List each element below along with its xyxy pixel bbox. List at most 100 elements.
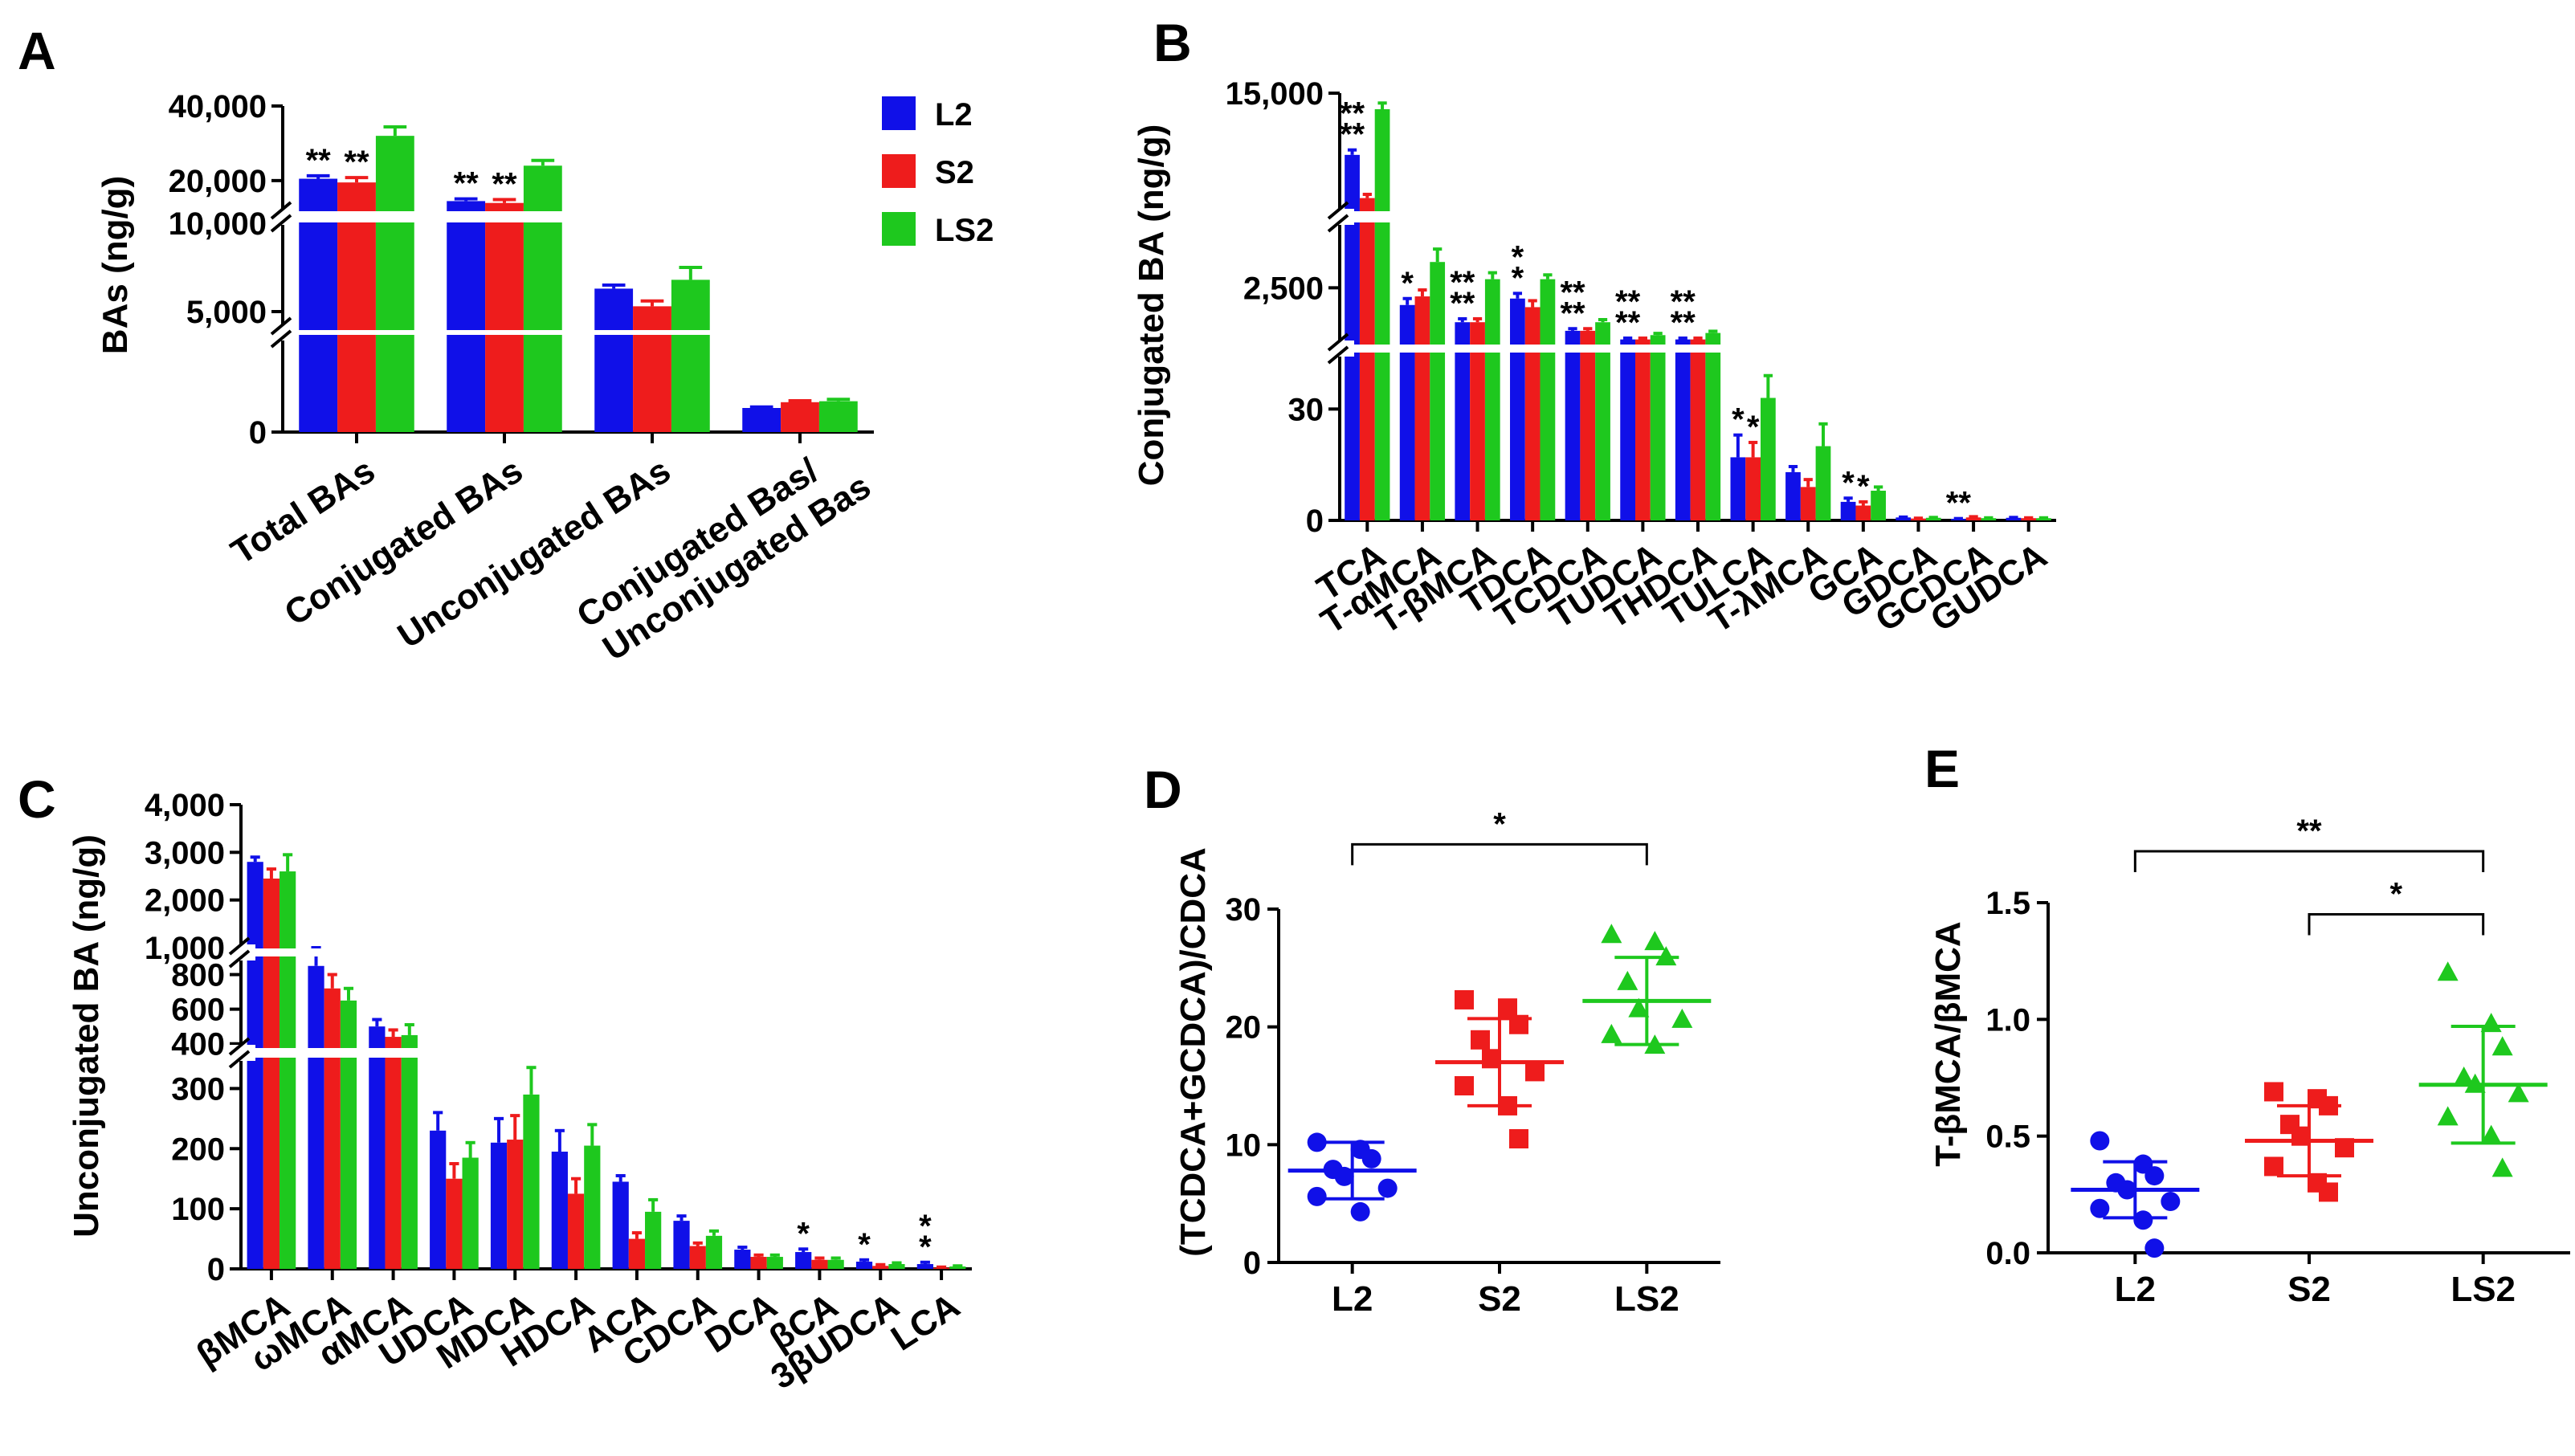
- bar-c-mca-ls2: [340, 1000, 357, 1269]
- y-tick-label-c: 1,000: [145, 931, 225, 966]
- bar-b-thdca-l2: [1675, 339, 1691, 520]
- significance-bracket-d: [1351, 842, 1648, 866]
- data-point-d-l2: [1361, 1148, 1381, 1168]
- y-tick-label-e: 0.5: [1985, 1120, 2030, 1155]
- axis-break-gap-c: [243, 1048, 974, 1058]
- bar-b-tulca-ls2: [1760, 398, 1776, 520]
- y-tick-label-c: 400: [171, 1027, 225, 1062]
- significance-star-b: **: [1450, 286, 1475, 321]
- axis-break-a-gap: [268, 324, 297, 341]
- bar-c-lca-ls2: [949, 1266, 966, 1269]
- bar-a-conjugated-bas-unconjugated-bas-s2: [781, 402, 819, 432]
- y-tick-label-b: 0: [1306, 504, 1324, 539]
- bar-b-gca-s2: [1855, 505, 1871, 520]
- legend-swatch-l2: [882, 96, 916, 130]
- data-point-d-s2: [1455, 989, 1474, 1009]
- bar-c-dca-s2: [750, 1257, 767, 1269]
- bar-c-hdca-l2: [551, 1152, 568, 1269]
- y-tick-label-d: 0: [1243, 1246, 1261, 1281]
- significance-star-e: **: [2296, 814, 2322, 849]
- y-tick-label-a: 10,000: [169, 206, 267, 242]
- bar-c-aca-l2: [612, 1181, 629, 1269]
- bar-b-t-mca-ls2: [1484, 279, 1500, 520]
- bar-a-conjugated-bas-ls2: [523, 165, 562, 433]
- axis-break-c-gap: [226, 1045, 255, 1061]
- significance-star-b: **: [1340, 117, 1365, 153]
- data-point-e-l2: [2144, 1166, 2165, 1186]
- axis-break-a-gap: [268, 209, 297, 225]
- bar-c-mca-l2: [247, 862, 263, 1269]
- axis-break-b-gap: [1325, 341, 1354, 357]
- axis-break-gap-a: [285, 211, 876, 222]
- significance-star-b: *: [1512, 239, 1524, 275]
- legend-label-ls2: LS2: [935, 213, 994, 248]
- data-point-d-l2: [1377, 1178, 1398, 1198]
- bar-b-tudca-s2: [1635, 339, 1651, 520]
- y-axis-title-d: (TCDCA+GCDCA)/CDCA: [1173, 847, 1213, 1257]
- axis-break-a-slash-bottom: [270, 329, 292, 349]
- bar-b-gca-ls2: [1871, 491, 1886, 520]
- bar-c-mca-s2: [324, 988, 341, 1269]
- y-tick-label-c: 3,000: [145, 835, 225, 871]
- bar-a-conjugated-bas-l2: [447, 201, 486, 432]
- bar-c-cdca-l2: [673, 1221, 690, 1269]
- y-tick-label-c: 2,000: [145, 883, 225, 919]
- significance-star-b: **: [1450, 265, 1475, 300]
- data-point-d-s2: [1455, 1076, 1474, 1095]
- bar-c-cdca-s2: [689, 1246, 706, 1269]
- bar-b-gudca-l2: [2006, 517, 2022, 520]
- significance-star-b: **: [1671, 305, 1696, 341]
- data-point-e-ls2: [2480, 1124, 2502, 1144]
- bar-b-tdca-ls2: [1540, 279, 1556, 520]
- significance-star-c: *: [919, 1209, 932, 1244]
- bar-c-mca-ls2: [280, 871, 296, 1269]
- significance-star-b: **: [1946, 486, 1972, 521]
- y-tick-label-e: 1.5: [1985, 886, 2030, 921]
- significance-star-c: *: [797, 1216, 810, 1251]
- data-point-d-s2: [1471, 1030, 1490, 1050]
- significance-star-b: *: [1401, 266, 1414, 301]
- bar-b-thdca-ls2: [1705, 332, 1721, 520]
- bar-b-tdca-s2: [1524, 307, 1541, 520]
- bar-c-mca-ls2: [401, 1034, 418, 1269]
- bar-b-t-mca-s2: [1800, 487, 1816, 520]
- significance-star-b: *: [1842, 465, 1855, 500]
- axis-break-c-slash-bottom: [228, 1050, 251, 1069]
- significance-bracket-e: [2133, 850, 2485, 873]
- bar-c-aca-ls2: [645, 1211, 662, 1269]
- significance-star-c: *: [919, 1230, 932, 1265]
- bar-c-mca-l2: [369, 1026, 386, 1269]
- y-axis-title-a: BAs (ng/g): [96, 176, 135, 354]
- y-tick-label-c: 4,000: [145, 788, 225, 823]
- bar-c-lca-l2: [916, 1264, 933, 1269]
- data-point-d-ls2: [1601, 924, 1622, 944]
- data-point-e-l2: [2144, 1238, 2165, 1258]
- y-tick-label-a: 5,000: [186, 295, 267, 330]
- y-tick-label-c: 200: [171, 1132, 225, 1167]
- data-point-d-s2: [1525, 1062, 1545, 1082]
- data-point-e-l2: [2090, 1131, 2110, 1151]
- bar-b-thdca-s2: [1690, 339, 1706, 520]
- axis-break-a-slash-top: [270, 316, 292, 336]
- y-tick-label-d: 30: [1226, 892, 1262, 928]
- y-tick-label-c: 800: [171, 958, 225, 993]
- bar-a-total-bas-s2: [337, 182, 376, 432]
- data-point-e-ls2: [2491, 1157, 2513, 1177]
- y-axis-title-b: Conjugated BA (ng/g): [1132, 124, 1171, 487]
- significance-star-e: *: [2390, 877, 2403, 912]
- y-axis-title-e: T-βMCA/βMCA: [1928, 921, 1968, 1166]
- x-tick-label-e-l2: L2: [2115, 1270, 2156, 1309]
- bar-b-tudca-l2: [1620, 339, 1636, 520]
- bar-b-t-mca-l2: [1399, 304, 1415, 520]
- x-tick-label-d-l2: L2: [1332, 1279, 1373, 1319]
- axis-break-a-slash-top: [270, 201, 292, 220]
- y-tick-label-a: 20,000: [169, 164, 267, 199]
- y-tick-label-d: 10: [1226, 1128, 1262, 1163]
- x-label-group-a: Conjugated BAs: [278, 451, 530, 633]
- axis-break-c-slash-top: [228, 936, 251, 956]
- significance-bracket-e: [2308, 913, 2485, 936]
- bar-b-gdca-l2: [1896, 517, 1912, 520]
- axis-break-a-slash-bottom: [270, 214, 292, 233]
- bar-a-unconjugated-bas-s2: [633, 306, 671, 432]
